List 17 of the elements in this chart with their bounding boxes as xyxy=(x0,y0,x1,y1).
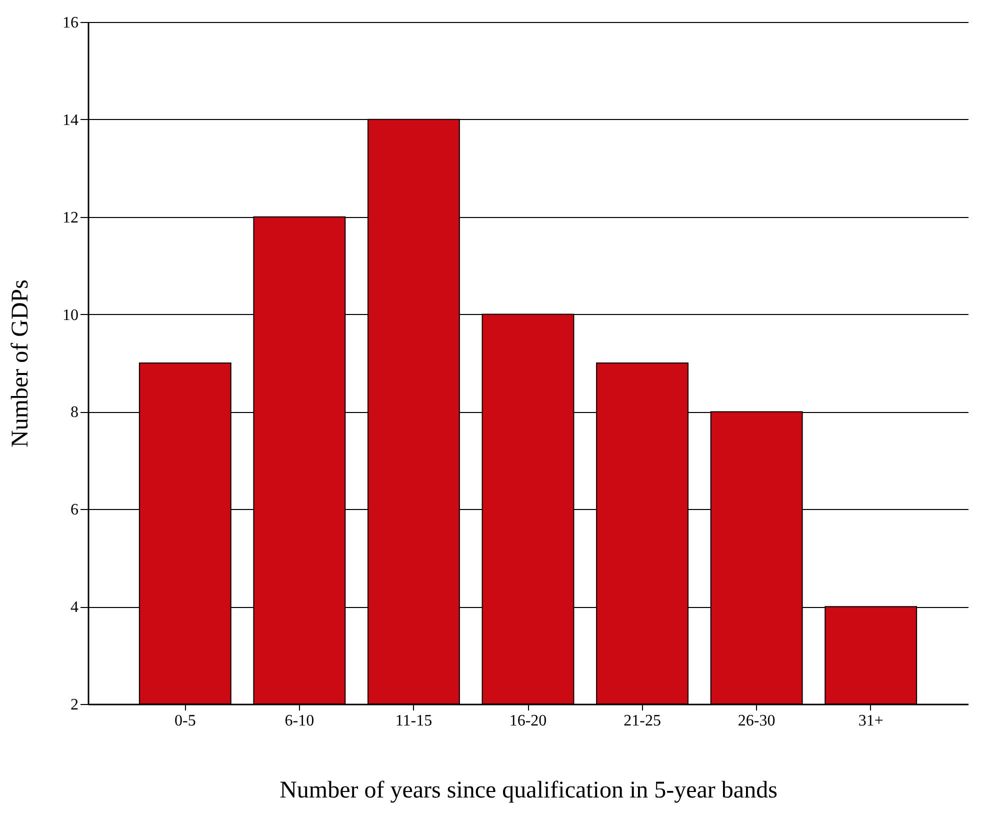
y-tick-label: 16 xyxy=(62,14,78,32)
x-tick-label: 6-10 xyxy=(284,712,314,730)
x-tick-label: 26-30 xyxy=(738,712,776,730)
y-tick-label: 8 xyxy=(70,404,78,422)
y-tick-label: 2 xyxy=(70,696,78,714)
x-tick-label: 31+ xyxy=(858,712,884,730)
x-tick-label: 11-15 xyxy=(395,712,432,730)
y-tick-label: 10 xyxy=(62,306,78,324)
y-tick-label: 14 xyxy=(62,112,78,129)
y-tick-label: 4 xyxy=(70,599,78,616)
x-tick-label: 21-25 xyxy=(624,712,661,730)
x-tick-label: 0-5 xyxy=(174,712,196,730)
y-tick-label: 6 xyxy=(70,502,78,519)
x-tick-label: 16-20 xyxy=(509,712,547,730)
y-tick-label: 12 xyxy=(62,209,78,226)
x-axis-title: Number of years since qualification in 5-year bands xyxy=(280,778,778,804)
y-axis-title: Number of GDPs xyxy=(8,280,34,448)
